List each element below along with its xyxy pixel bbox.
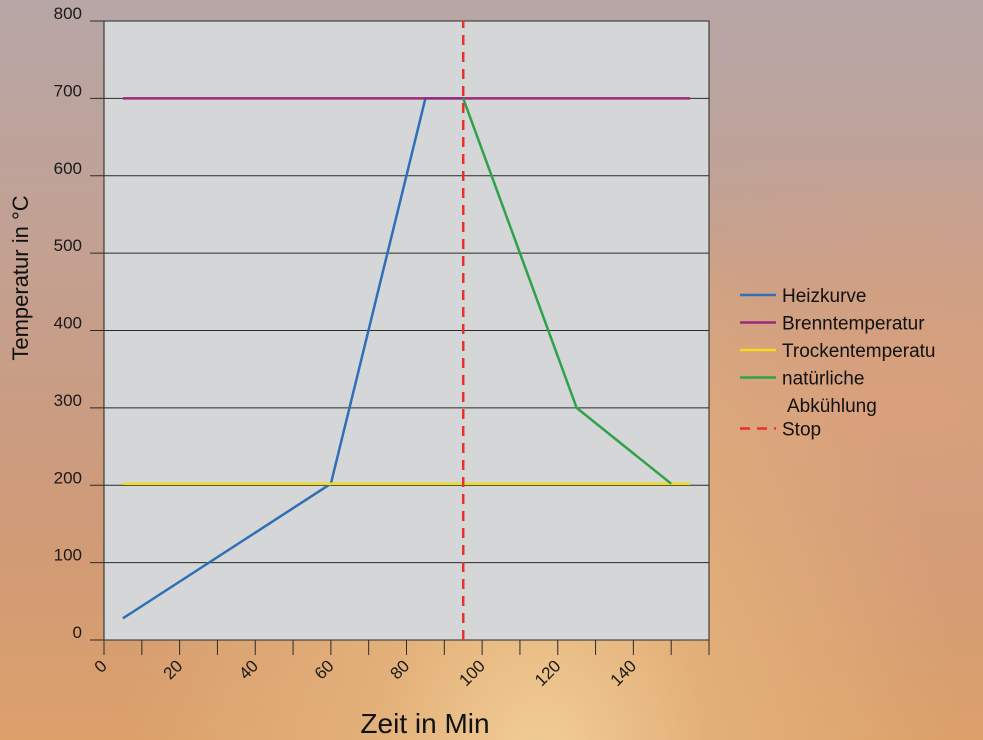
x-tick-label-0: 0 [91,656,111,676]
x-tick-label-80: 80 [387,656,414,683]
y-tick-label-200: 200 [54,468,82,487]
x-tick-label-120: 120 [531,656,564,689]
x-tick-label-140: 140 [607,656,640,689]
plot-area [90,20,710,641]
y-tick-label-800: 800 [54,4,82,23]
y-axis-title: Temperatur in °C [8,195,33,360]
legend-label-1: Heizkurve [782,286,866,307]
legend-label-2: Brenntemperatur [782,314,925,335]
y-tick-label-400: 400 [54,314,82,333]
legend: Heizkurve Brenntemperatur Trockentemperatu… [740,286,935,441]
axis-ticks: 0 100 200 300 400 500 600 700 800 0 20 40 60 80 100 120… [54,4,710,690]
y-tick-label-500: 500 [54,236,82,255]
series-line-4 [462,97,672,485]
x-axis-title: Zeit in Min [360,708,489,739]
y-tick-label-0: 0 [73,623,82,642]
legend-label-4: natürliche Abkühlung [782,369,877,418]
y-tick-label-600: 600 [54,159,82,178]
legend-label-5: Stop [782,420,821,441]
y-tick-label-100: 100 [54,546,82,565]
x-tick-label-100: 100 [455,656,488,689]
y-tick-label-300: 300 [54,391,82,410]
x-tick-label-20: 20 [160,656,187,683]
legend-label-3: Trockentemperatu [782,341,935,362]
x-tick-label-40: 40 [235,656,262,683]
x-tick-label-60: 60 [311,656,338,683]
y-tick-label-700: 700 [54,81,82,100]
